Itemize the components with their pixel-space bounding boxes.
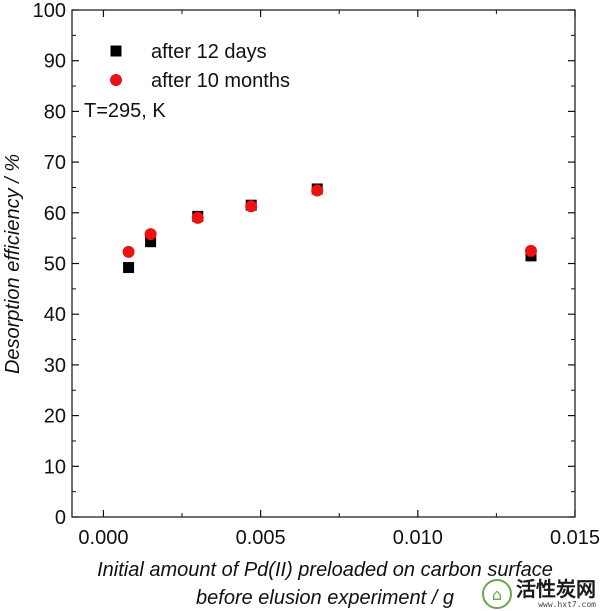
y-tick-label: 80 [44, 101, 66, 123]
legend-marker-circle [110, 74, 122, 86]
data-point-10-months [524, 244, 537, 257]
legend: after 12 days after 10 months [110, 41, 290, 92]
y-tick-label: 50 [44, 254, 66, 276]
x-axis-title-line-1: Initial amount of Pd(II) preloaded on ca… [97, 559, 553, 581]
y-tick-label: 10 [44, 456, 66, 478]
y-tick-label: 30 [44, 355, 66, 377]
data-point-10-months [311, 184, 324, 197]
watermark-url: www.hxt7.com [538, 600, 596, 609]
y-axis-title: Desorption efficiency / % [2, 154, 24, 374]
y-tick-label: 100 [33, 0, 66, 22]
y-tick-label: 20 [44, 406, 66, 428]
y-tick-label: 60 [44, 203, 66, 225]
data-point-12-days [123, 262, 135, 274]
x-tick-label: 0.005 [236, 527, 286, 549]
watermark: ⌂ 活性炭网 www.hxt7.com [482, 579, 596, 609]
legend-label: after 12 days [151, 41, 267, 63]
data-point-10-months [122, 245, 135, 258]
x-tick-label: 0.000 [78, 527, 128, 549]
x-axis-title-line-2: before elusion experiment / g [196, 587, 454, 609]
plot-frame [71, 9, 576, 518]
data-point-10-months [191, 211, 204, 224]
data-point-10-months [144, 228, 157, 241]
house-logo-icon: ⌂ [482, 579, 512, 609]
watermark-text: 活性炭网 [516, 577, 596, 601]
x-tick-label: 0.010 [393, 527, 443, 549]
x-axis-ticks: 0.000 0.005 0.010 0.015 [78, 10, 600, 549]
x-tick-label: 0.015 [550, 527, 600, 549]
data-points [122, 183, 537, 274]
y-tick-label: 0 [55, 507, 66, 529]
y-axis-ticks: 0 10 20 30 40 50 60 70 80 90 100 [33, 0, 575, 529]
legend-label: after 10 months [151, 70, 290, 92]
y-tick-label: 70 [44, 152, 66, 174]
legend-marker-square [110, 45, 122, 57]
y-tick-label: 90 [44, 51, 66, 73]
y-tick-label: 40 [44, 304, 66, 326]
data-point-12-days [145, 236, 157, 248]
annotation-temperature: T=295, K [84, 100, 166, 122]
data-point-10-months [245, 200, 258, 213]
